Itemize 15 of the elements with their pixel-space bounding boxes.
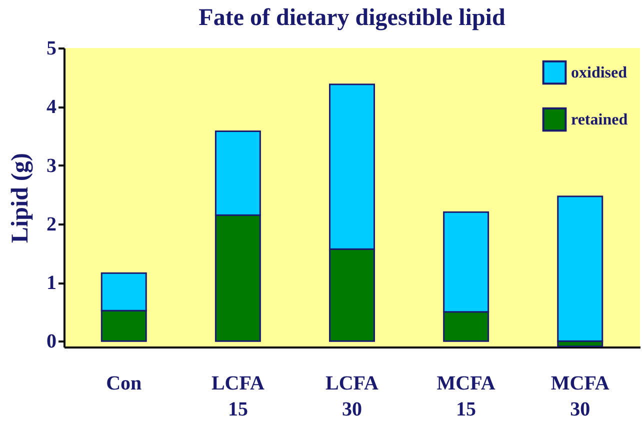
y-tick-label: 2 xyxy=(46,213,56,236)
y-tick-label: 5 xyxy=(46,38,56,60)
legend-label: retained xyxy=(571,112,628,128)
legend-label: oxidised xyxy=(571,64,628,82)
x-tick-label: Con xyxy=(106,372,142,394)
y-tick-label: 3 xyxy=(46,154,56,177)
x-tick-label: MCFA 15 xyxy=(436,372,496,420)
y-tick-label: 1 xyxy=(46,272,56,294)
y-tick-label: 0 xyxy=(46,330,56,353)
x-tick-label: MCFA 30 xyxy=(550,372,610,420)
x-tick-label: LCFA 15 xyxy=(211,372,265,420)
y-tick-label: 4 xyxy=(46,96,56,118)
chart-title: Fate of dietary digestible lipid xyxy=(198,5,506,31)
y-axis-title: Lipid (g) xyxy=(8,152,34,244)
x-tick-label: LCFA 30 xyxy=(326,372,380,420)
